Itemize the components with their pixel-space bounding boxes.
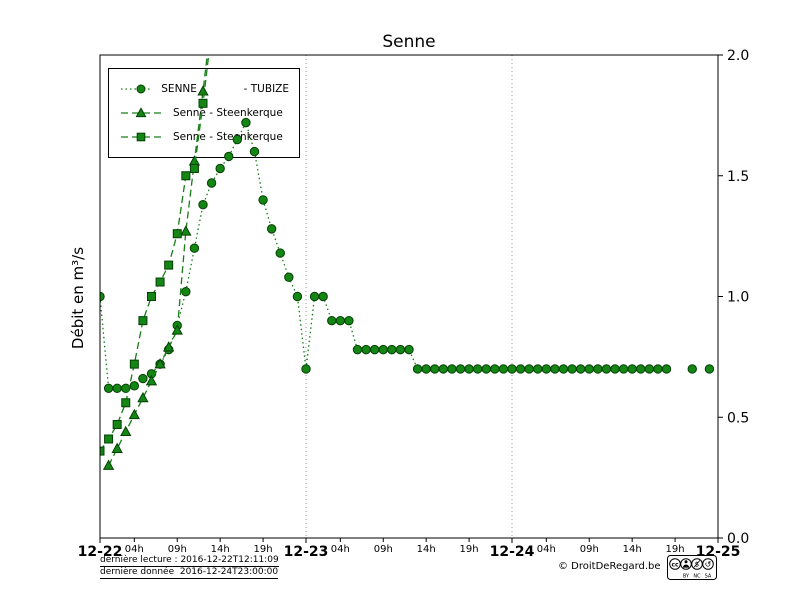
svg-text:14h: 14h (623, 544, 642, 555)
last-data-text: dernière donnée 2016-12-24T23:00:00 (100, 567, 279, 579)
svg-text:14h: 14h (211, 544, 230, 555)
legend-label: Senne - Steenkerque (173, 107, 283, 119)
svg-text:12-23: 12-23 (284, 544, 329, 560)
y-axis-label: Débit en m³/s (69, 246, 87, 350)
circle-marker-icon (121, 84, 152, 94)
last-reading-line: dernière lecture : 2016-12-22T12:11:09 (100, 555, 279, 567)
by-text: BY (683, 573, 690, 579)
share-alike-icon (702, 558, 714, 570)
svg-text:19h: 19h (254, 544, 273, 555)
svg-text:04h: 04h (537, 544, 556, 555)
last-data-line: dernière donnée 2016-12-24T23:00:00 (100, 567, 279, 579)
svg-text:04h: 04h (125, 544, 144, 555)
copyright-text: © DroitDeRegard.be (558, 561, 661, 572)
svg-text:12-24: 12-24 (490, 544, 535, 560)
svg-text:14h: 14h (417, 544, 436, 555)
person-body-icon (682, 564, 690, 568)
svg-text:1.0: 1.0 (727, 290, 749, 306)
legend-item-tubize: SENNE - TUBIZE (119, 81, 289, 97)
svg-text:19h: 19h (666, 544, 685, 555)
chart-title: Senne (382, 32, 436, 52)
svg-text:0.0: 0.0 (727, 531, 749, 547)
sa-text: SA (705, 573, 712, 579)
nc-text: NC (693, 573, 701, 579)
svg-text:09h: 09h (168, 544, 187, 555)
svg-text:0.5: 0.5 (727, 410, 749, 426)
svg-text:09h: 09h (580, 544, 599, 555)
strikethrough-line (693, 560, 701, 568)
legend-item-steenkerque-2: Senne - Steenkerque (119, 129, 289, 145)
dollar-icon: $ (695, 561, 699, 569)
arrow-icon: ↺ (705, 560, 712, 569)
person-head-icon (684, 560, 688, 564)
legend-item-steenkerque-1: Senne - Steenkerque (119, 105, 289, 121)
svg-text:19h: 19h (460, 544, 479, 555)
y-axis-ticks: 0.0 0.5 1.0 1.5 2.0 (718, 48, 749, 547)
cc-text: cc (671, 561, 679, 568)
square-marker-icon (121, 132, 161, 142)
svg-text:04h: 04h (331, 544, 350, 555)
triangle-marker-icon (121, 107, 161, 118)
legend-label: Senne - Steenkerque (173, 131, 283, 143)
cc-license-badge[interactable]: cc $ ↺ BY NC SA (667, 555, 717, 580)
svg-text:09h: 09h (374, 544, 393, 555)
legend-label: SENNE - TUBIZE (161, 83, 289, 95)
svg-text:1.5: 1.5 (727, 169, 749, 185)
last-reading-text: dernière lecture : 2016-12-22T12:11:09 (100, 555, 279, 567)
gridlines (305, 55, 513, 538)
footer-notes: dernière lecture : 2016-12-22T12:11:09 d… (100, 555, 279, 579)
svg-text:2.0: 2.0 (727, 48, 749, 64)
legend: SENNE - TUBIZE Senne - Steenkerque Senne… (108, 68, 300, 158)
